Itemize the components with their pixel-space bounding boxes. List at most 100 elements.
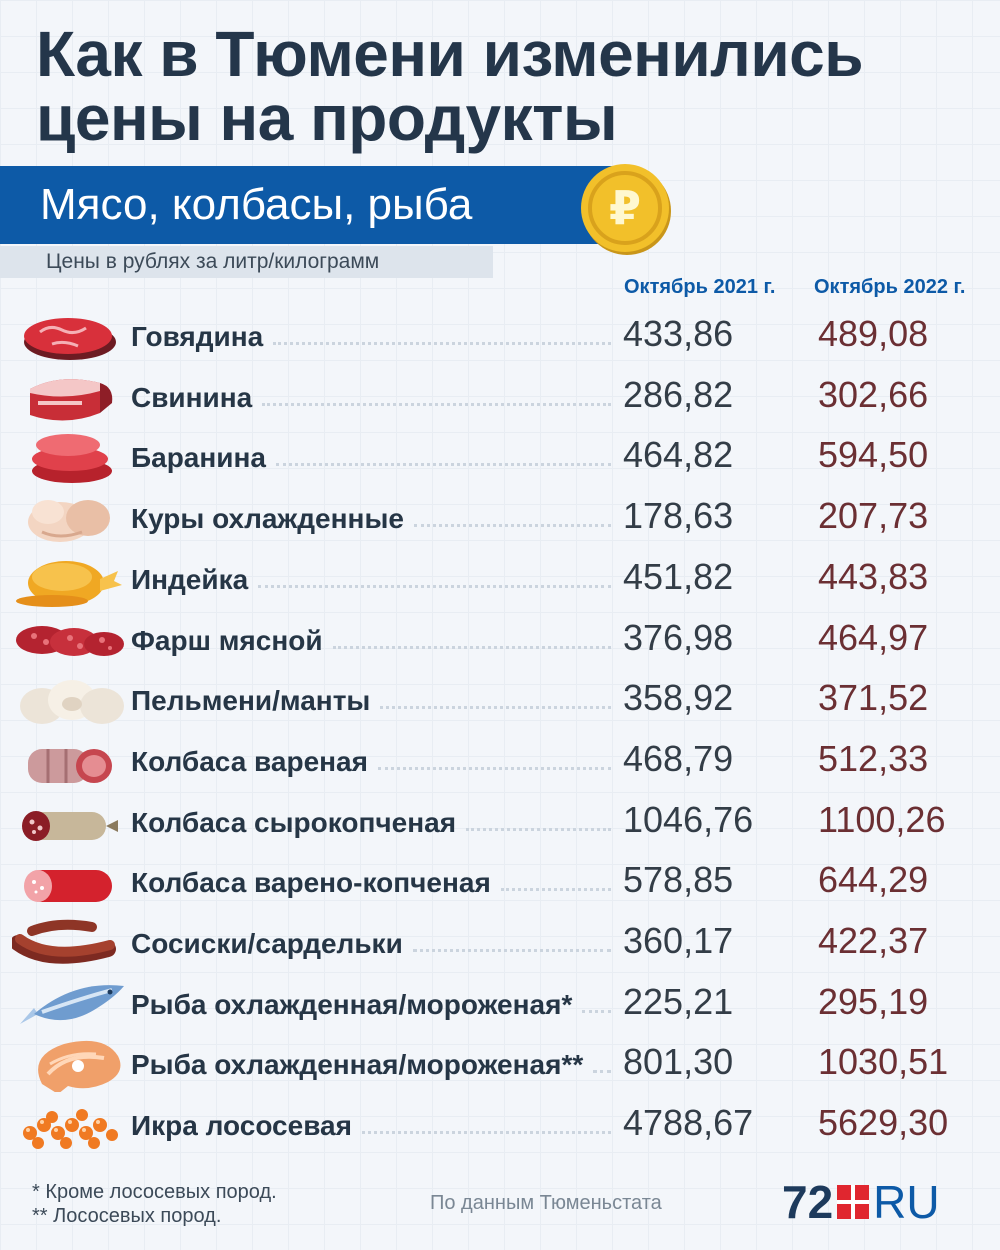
price-2022: 512,33 bbox=[818, 737, 929, 779]
product-label: Фарш мясной bbox=[131, 624, 611, 656]
product-name: Куры охлажденные bbox=[131, 503, 404, 535]
table-row: Колбаса варено-копченая 578,85 644,29 bbox=[0, 850, 1000, 910]
price-2022: 1100,26 bbox=[818, 798, 946, 840]
product-label: Куры охлажденные bbox=[131, 504, 611, 534]
page-title: Как в Тюмени изменились цены на продукты bbox=[36, 22, 864, 150]
hotdogs-icon bbox=[12, 919, 116, 964]
footnotes: * Кроме лососевых пород. ** Лососевых по… bbox=[32, 1180, 277, 1228]
product-label: Свинина bbox=[131, 381, 611, 413]
product-name: Колбаса вареная bbox=[131, 745, 368, 777]
dotted-leader bbox=[258, 584, 611, 588]
table-row: Рыба охлажденная/мороженая* 225,21 295,19 bbox=[0, 972, 1000, 1032]
table-row: Фарш мясной 376,98 464,97 bbox=[0, 608, 1000, 668]
chicken-icon bbox=[28, 500, 110, 543]
price-2021: 468,79 bbox=[623, 737, 734, 779]
product-name: Индейка bbox=[131, 563, 249, 595]
price-2021: 4788,67 bbox=[623, 1102, 754, 1144]
units-text: Цены в рублях за литр/килограмм bbox=[46, 250, 380, 273]
turkey-icon bbox=[16, 560, 122, 607]
product-name: Сосиски/сардельки bbox=[131, 928, 403, 959]
dotted-leader bbox=[582, 1009, 611, 1013]
logo-number: 72 bbox=[782, 1176, 834, 1228]
price-2021: 358,92 bbox=[623, 677, 734, 719]
product-name: Свинина bbox=[131, 381, 253, 413]
product-label: Пельмени/манты bbox=[131, 686, 611, 716]
logo-suffix: RU bbox=[873, 1176, 940, 1228]
product-label: Рыба охлажденная/мороженая** bbox=[131, 1050, 611, 1080]
price-2021: 376,98 bbox=[623, 616, 734, 658]
table-row: Индейка 451,82 443,83 bbox=[0, 547, 1000, 607]
table-row: Икра лососевая 4788,67 5629,30 bbox=[0, 1093, 1000, 1153]
price-2021: 433,86 bbox=[623, 313, 734, 354]
dotted-leader bbox=[412, 949, 611, 952]
table-row: Рыба охлажденная/мороженая** 801,30 1030,5… bbox=[0, 1032, 1000, 1093]
price-2022: 5629,30 bbox=[818, 1102, 949, 1144]
dotted-leader bbox=[380, 706, 611, 710]
dotted-leader bbox=[275, 463, 611, 467]
smoked-sausage-icon bbox=[24, 870, 112, 903]
price-2021: 286,82 bbox=[623, 373, 734, 415]
dry-sausage-icon bbox=[22, 810, 118, 841]
category-banner: Мясо, колбасы, рыба bbox=[0, 166, 612, 244]
product-label: Икра лососевая bbox=[131, 1111, 611, 1141]
caviar-icon bbox=[23, 1109, 118, 1150]
product-name: Колбаса сырокопченая bbox=[131, 806, 457, 838]
price-2022: 594,50 bbox=[818, 434, 929, 476]
price-2022: 422,37 bbox=[818, 920, 929, 961]
product-label: Говядина bbox=[131, 322, 611, 352]
price-2022: 207,73 bbox=[818, 495, 929, 537]
price-2022: 302,66 bbox=[818, 373, 929, 415]
table-row: Пельмени/манты 358,92 371,52 bbox=[0, 668, 1000, 728]
dotted-leader bbox=[466, 827, 611, 831]
dotted-leader bbox=[593, 1070, 611, 1074]
category-title: Мясо, колбасы, рыба bbox=[40, 180, 473, 229]
price-2021: 225,21 bbox=[623, 980, 734, 1022]
dotted-leader bbox=[377, 766, 611, 770]
dotted-leader bbox=[273, 342, 611, 345]
dotted-leader bbox=[413, 524, 611, 528]
footnote-1: * Кроме лососевых пород. bbox=[32, 1181, 277, 1203]
table-row: Баранина 464,82 594,50 bbox=[0, 425, 1000, 485]
footnote-2: ** Лососевых пород. bbox=[32, 1205, 222, 1227]
dotted-leader bbox=[500, 888, 611, 892]
price-2021: 178,63 bbox=[623, 495, 734, 537]
product-name: Рыба охлажденная/мороженая* bbox=[131, 988, 573, 1020]
units-bar: Цены в рублях за литр/килограмм bbox=[0, 246, 493, 278]
price-2021: 360,17 bbox=[623, 920, 734, 961]
price-2022: 1030,51 bbox=[818, 1041, 949, 1083]
lamb-icon bbox=[32, 434, 112, 484]
beef-icon bbox=[24, 318, 116, 360]
price-2021: 464,82 bbox=[623, 434, 734, 476]
price-2022: 443,83 bbox=[818, 555, 929, 597]
dotted-leader bbox=[361, 1131, 611, 1135]
table-row: Колбаса сырокопченая 1046,76 1100,26 bbox=[0, 790, 1000, 850]
price-2021: 451,82 bbox=[623, 555, 734, 597]
boiled-sausage-icon bbox=[28, 748, 112, 783]
product-label: Колбаса варено-копченая bbox=[131, 868, 611, 898]
pork-icon bbox=[30, 378, 113, 421]
svg-text:₽: ₽ bbox=[609, 181, 641, 235]
product-label: Рыба охлажденная/мороженая* bbox=[131, 988, 611, 1020]
table-row: Сосиски/сардельки 360,17 422,37 bbox=[0, 911, 1000, 971]
product-label: Колбаса вареная bbox=[131, 745, 611, 777]
product-name: Баранина bbox=[131, 442, 266, 474]
product-name: Колбаса варено-копченая bbox=[131, 867, 491, 899]
minced-meat-icon bbox=[16, 625, 124, 656]
product-name: Икра лососевая bbox=[131, 1110, 352, 1142]
product-name: Фарш мясной bbox=[131, 624, 323, 656]
product-label: Колбаса сырокопченая bbox=[131, 806, 611, 838]
table-row: Куры охлажденные 178,63 207,73 bbox=[0, 486, 1000, 546]
price-2021: 801,30 bbox=[623, 1041, 734, 1083]
table-row: Колбаса вареная 468,79 512,33 bbox=[0, 729, 1000, 789]
fish-icon bbox=[20, 984, 124, 1024]
logo-square-icon bbox=[837, 1185, 870, 1219]
table-row: Говядина 433,86 489,08 bbox=[0, 304, 1000, 364]
price-2022: 295,19 bbox=[818, 980, 929, 1022]
product-name: Рыба охлажденная/мороженая** bbox=[131, 1049, 584, 1081]
title-line-1: Как в Тюмени изменились bbox=[36, 18, 864, 90]
title-line-2: цены на продукты bbox=[36, 82, 618, 154]
dotted-leader bbox=[332, 645, 611, 649]
product-label: Индейка bbox=[131, 563, 611, 595]
price-2021: 578,85 bbox=[623, 859, 734, 901]
salmon-steak-icon bbox=[38, 1041, 121, 1093]
